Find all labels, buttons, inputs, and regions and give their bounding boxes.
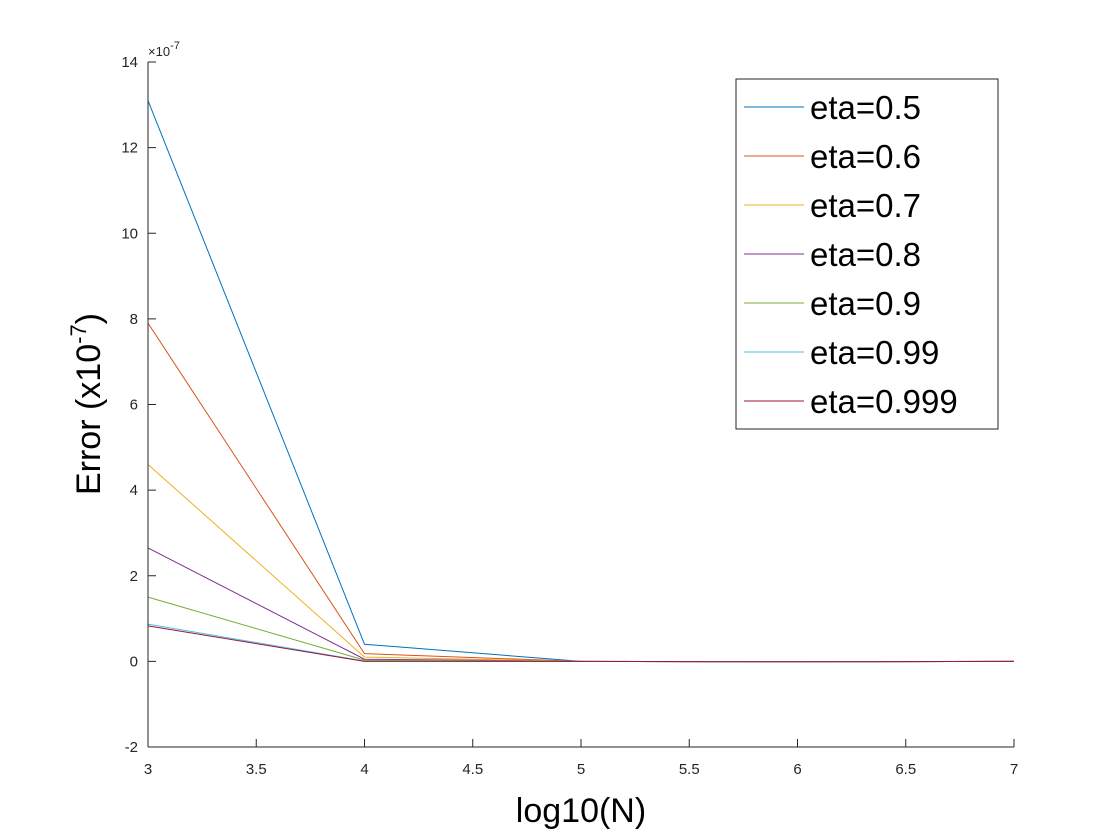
y-multiplier-label: ×10-7 — [148, 40, 180, 59]
legend-label: eta=0.999 — [810, 383, 958, 420]
y-tick-label: 14 — [121, 54, 138, 71]
x-tick-label: 4 — [360, 761, 368, 778]
y-tick-label: 4 — [130, 482, 138, 499]
legend-label: eta=0.9 — [810, 285, 921, 322]
y-tick-label: 6 — [130, 397, 138, 414]
x-tick-label: 7 — [1010, 761, 1018, 778]
x-tick-label: 3 — [144, 761, 152, 778]
y-tick-label: 10 — [121, 225, 138, 242]
y-axis-label-main: Error (x10 — [70, 344, 108, 495]
y-axis-label-exp: -7 — [66, 324, 91, 344]
x-tick-label: 6.5 — [895, 761, 916, 778]
x-tick-label: 3.5 — [246, 761, 267, 778]
y-multiplier-exp: -7 — [170, 40, 180, 52]
y-tick-label: 8 — [130, 311, 138, 328]
y-multiplier-base: ×10 — [148, 44, 170, 59]
y-axis-label: Error (x10-7) — [66, 313, 108, 495]
x-tick-label: 4.5 — [462, 761, 483, 778]
y-tick-label: 12 — [121, 140, 138, 157]
legend-label: eta=0.5 — [810, 89, 921, 126]
x-tick-label: 5.5 — [679, 761, 700, 778]
x-tick-label: 5 — [577, 761, 585, 778]
y-tick-label: 2 — [130, 568, 138, 585]
legend-label: eta=0.7 — [810, 187, 921, 224]
series-line-eta=0.999 — [147, 625, 1015, 663]
x-tick-label: 6 — [793, 761, 801, 778]
legend: eta=0.5 eta=0.6 eta=0.7 eta=0.8 eta=0.9 eta=0… — [735, 78, 999, 430]
y-axis-label-close: ) — [70, 313, 108, 324]
legend-items: eta=0.5 eta=0.6 eta=0.7 eta=0.8 eta=0.9 eta=0… — [744, 89, 958, 420]
series-layer — [147, 100, 1015, 663]
ticks-layer: 3 3.5 4 4.5 5 5.5 6 6.5 7 -2 0 2 4 6 8 10 12 14 — [121, 54, 1018, 778]
x-axis-label: log10(N) — [516, 792, 646, 830]
legend-label: eta=0.99 — [810, 334, 939, 371]
legend-label: eta=0.6 — [810, 138, 921, 175]
y-tick-label: 0 — [130, 653, 138, 670]
legend-label: eta=0.8 — [810, 236, 921, 273]
y-tick-label: -2 — [125, 739, 138, 756]
